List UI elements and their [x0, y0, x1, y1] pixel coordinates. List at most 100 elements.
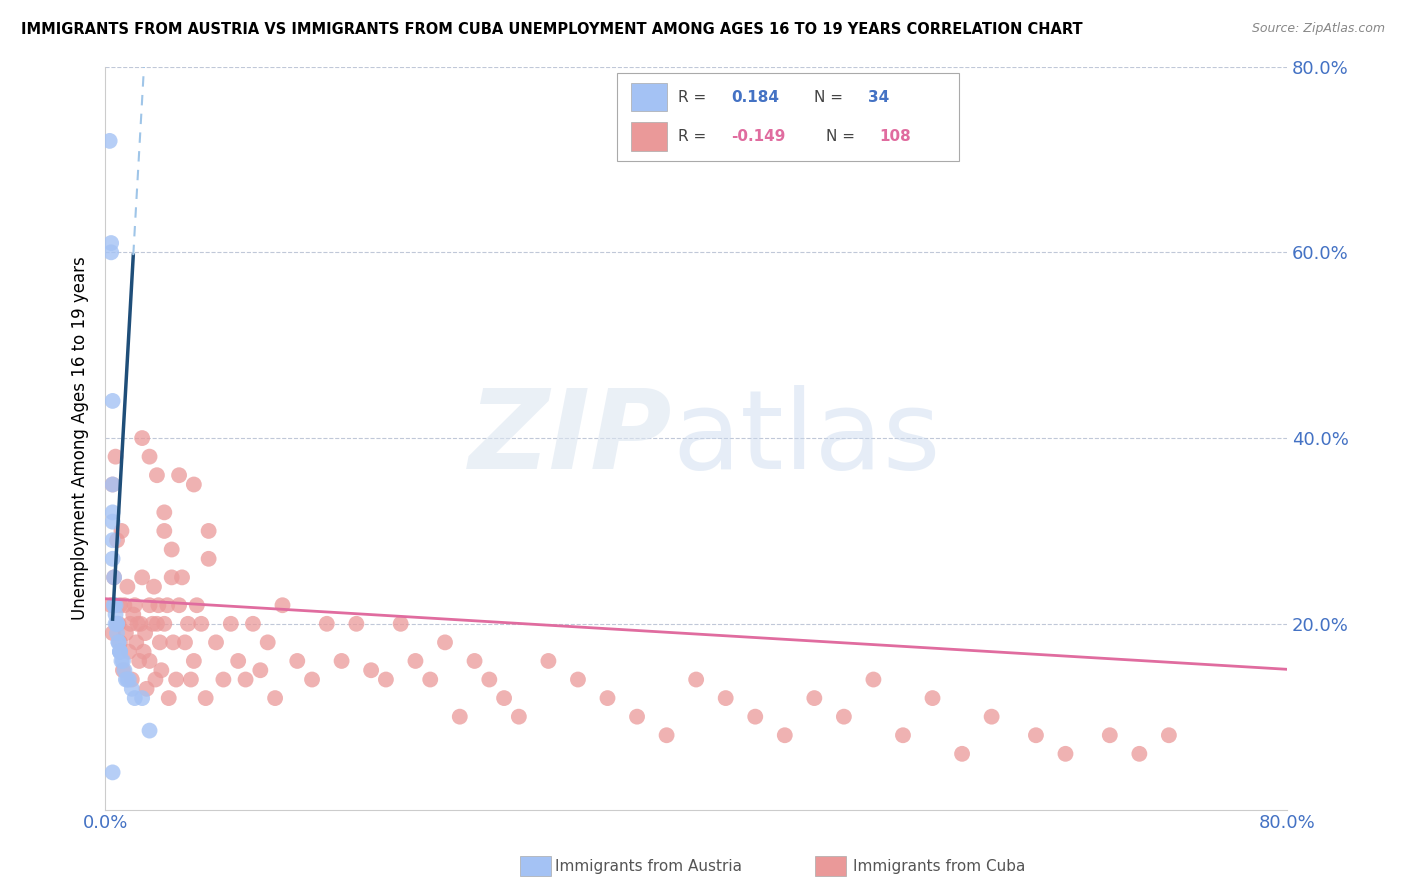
- Point: [374, 673, 396, 687]
- Point: [138, 723, 160, 738]
- Point: [315, 616, 337, 631]
- Point: [115, 673, 138, 687]
- Point: [360, 663, 382, 677]
- Point: [111, 663, 134, 677]
- Point: [271, 599, 294, 613]
- Point: [464, 654, 486, 668]
- Bar: [631, 122, 666, 151]
- Point: [235, 673, 257, 687]
- Point: [101, 765, 124, 780]
- Point: [121, 681, 143, 696]
- Point: [197, 551, 219, 566]
- Point: [120, 616, 142, 631]
- Point: [101, 477, 124, 491]
- Point: [145, 673, 167, 687]
- Point: [301, 673, 323, 687]
- Point: [149, 635, 172, 649]
- Point: [107, 635, 129, 649]
- Point: [165, 673, 187, 687]
- Text: 108: 108: [879, 129, 911, 144]
- Point: [1157, 728, 1180, 742]
- Point: [141, 616, 163, 631]
- Point: [124, 599, 146, 613]
- FancyBboxPatch shape: [617, 72, 959, 161]
- Point: [150, 663, 173, 677]
- Point: [389, 616, 412, 631]
- Point: [111, 654, 134, 668]
- Point: [449, 709, 471, 723]
- Point: [107, 635, 129, 649]
- Point: [127, 616, 149, 631]
- Point: [264, 691, 287, 706]
- Point: [862, 673, 884, 687]
- Point: [344, 616, 367, 631]
- Point: [626, 709, 648, 723]
- Point: [101, 515, 124, 529]
- Point: [153, 616, 176, 631]
- Point: [157, 691, 180, 706]
- Point: [110, 654, 132, 668]
- Point: [132, 645, 155, 659]
- Point: [112, 663, 135, 677]
- Point: [596, 691, 619, 706]
- Point: [950, 747, 973, 761]
- Point: [105, 533, 128, 548]
- Point: [330, 654, 353, 668]
- Point: [101, 393, 124, 408]
- Point: [419, 673, 441, 687]
- Point: [105, 616, 128, 631]
- Point: [125, 635, 148, 649]
- Point: [108, 645, 131, 659]
- Point: [537, 654, 560, 668]
- Point: [105, 616, 128, 631]
- Point: [226, 654, 249, 668]
- Point: [107, 616, 129, 631]
- Point: [115, 626, 138, 640]
- Point: [121, 673, 143, 687]
- Point: [434, 635, 457, 649]
- Point: [162, 635, 184, 649]
- Point: [118, 645, 141, 659]
- Point: [108, 645, 131, 659]
- Point: [98, 134, 121, 148]
- Point: [112, 599, 135, 613]
- Point: [134, 626, 156, 640]
- Point: [101, 505, 124, 519]
- Point: [124, 691, 146, 706]
- Point: [1054, 747, 1077, 761]
- Point: [177, 616, 200, 631]
- Point: [891, 728, 914, 742]
- Point: [122, 607, 145, 622]
- Point: [117, 673, 139, 687]
- Point: [153, 524, 176, 538]
- Point: [249, 663, 271, 677]
- Point: [128, 654, 150, 668]
- Y-axis label: Unemployment Among Ages 16 to 19 years: Unemployment Among Ages 16 to 19 years: [72, 256, 89, 620]
- Point: [714, 691, 737, 706]
- Point: [108, 599, 131, 613]
- Point: [104, 616, 127, 631]
- Point: [156, 599, 179, 613]
- Point: [160, 542, 183, 557]
- Point: [1025, 728, 1047, 742]
- Point: [100, 245, 122, 260]
- Point: [146, 616, 169, 631]
- Point: [242, 616, 264, 631]
- Point: [197, 524, 219, 538]
- Point: [186, 599, 208, 613]
- Point: [153, 505, 176, 519]
- Text: N =: N =: [827, 129, 855, 144]
- Point: [129, 616, 152, 631]
- Point: [138, 654, 160, 668]
- Point: [194, 691, 217, 706]
- Point: [100, 599, 122, 613]
- Text: 34: 34: [868, 89, 889, 104]
- Point: [404, 654, 426, 668]
- Text: R =: R =: [679, 89, 707, 104]
- Point: [108, 635, 131, 649]
- Point: [183, 654, 205, 668]
- Point: [146, 468, 169, 483]
- Point: [803, 691, 825, 706]
- Point: [205, 635, 228, 649]
- Point: [104, 607, 127, 622]
